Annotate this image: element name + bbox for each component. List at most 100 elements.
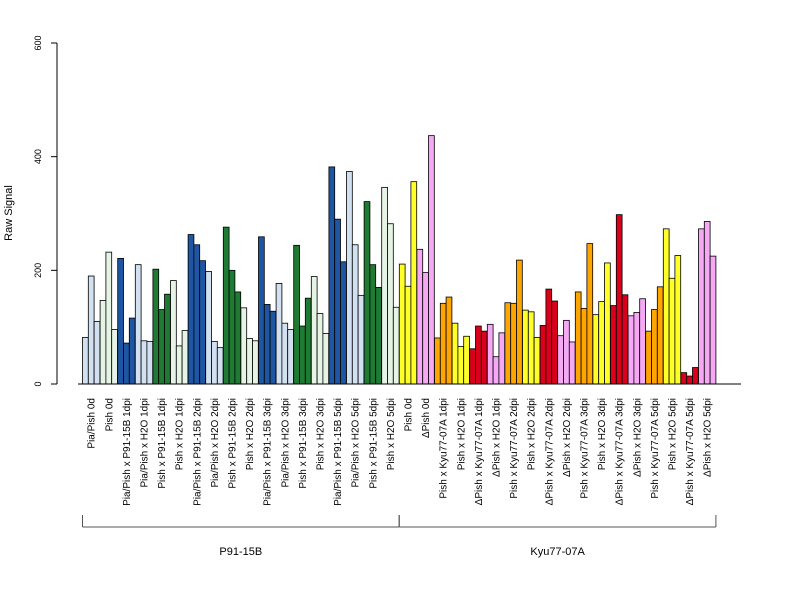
x-tick-label: Pish x H2O 1dpi (175, 398, 186, 470)
bar (99, 300, 107, 385)
bar (216, 347, 224, 385)
bar (363, 201, 371, 385)
x-tick-label: Pia/Pish x P91-15B 1dpi (122, 398, 133, 506)
bar (422, 272, 429, 385)
bar (551, 300, 558, 385)
bar (181, 330, 189, 385)
bar (486, 323, 494, 385)
bar (299, 325, 306, 385)
bar (234, 291, 242, 385)
bar (287, 329, 294, 385)
bar (656, 286, 664, 385)
x-tick-label: ΔPish x Kyu77-07A 2dpi (544, 398, 555, 505)
bar (105, 251, 113, 385)
x-tick-label: Pish x H2O 3dpi (316, 398, 327, 470)
x-tick-label: Pish 0d (104, 398, 115, 431)
bar (645, 330, 652, 385)
bar (316, 313, 324, 385)
bar (703, 221, 711, 385)
x-tick-label: Pish x H2O 2dpi (527, 398, 538, 470)
bar (533, 336, 541, 385)
bar (140, 340, 148, 385)
bar (252, 340, 259, 385)
bar (392, 306, 400, 385)
y-tick-label: 600 (33, 35, 43, 50)
x-tick-label: Pia/Pish x P91-15B 5dpi (333, 398, 344, 506)
bar (492, 356, 500, 385)
bar (258, 236, 265, 385)
bar (416, 248, 424, 385)
bar (686, 375, 693, 385)
bar (146, 340, 154, 385)
bar (568, 341, 576, 385)
bar (527, 311, 535, 385)
x-tick-label: Pia/Pish x H2O 5dpi (351, 398, 362, 488)
x-tick-label: Pia/Pish x H2O 2dpi (210, 398, 221, 488)
y-tick-label: 0 (33, 381, 43, 386)
bar (586, 243, 594, 385)
bar (93, 321, 101, 385)
bar (322, 333, 330, 385)
bar (516, 259, 523, 385)
y-axis: 0 200 400 600 (33, 35, 58, 387)
bar (199, 260, 206, 385)
bar (228, 269, 236, 385)
bar (211, 340, 218, 385)
bar (369, 264, 377, 385)
bar (574, 291, 582, 385)
x-tick-label: Pia/Pish x P91-15B 3dpi (263, 398, 274, 506)
bar (346, 171, 353, 385)
x-tick-label: ΔPish x H2O 3dpi (632, 398, 643, 477)
x-tick-label: Pia/Pish x P91-15B 2dpi (192, 398, 203, 506)
bar (375, 286, 382, 385)
bar (269, 310, 277, 385)
x-tick-label: ΔPish x H2O 2dpi (562, 398, 573, 477)
bar (674, 255, 682, 385)
bar (117, 257, 124, 385)
bar (404, 285, 412, 385)
bar (293, 244, 300, 385)
bar (639, 298, 646, 385)
x-tick-label: ΔPish x Kyu77-07A 5dpi (685, 398, 696, 505)
bar (275, 283, 283, 385)
bar (445, 296, 453, 385)
x-tick-label: Pish x H2O 1dpi (456, 398, 467, 470)
bar (504, 302, 512, 385)
bar (545, 288, 553, 385)
x-tick-label: Pish x H2O 5dpi (668, 398, 679, 470)
bar (621, 294, 629, 385)
x-tick-label: Pish x P91-15B 1dpi (157, 398, 168, 489)
bar (381, 186, 388, 385)
bar (480, 330, 488, 385)
bar (351, 244, 359, 385)
x-tick-label: ΔPish 0d (421, 398, 432, 438)
bar (111, 329, 118, 385)
bar (662, 228, 670, 385)
x-tick-label: ΔPish x H2O 1dpi (492, 398, 503, 477)
bar (193, 244, 201, 385)
bar (410, 181, 418, 385)
x-tick-label: Pish x P91-15B 3dpi (298, 398, 309, 489)
bar (680, 372, 688, 385)
bar (692, 367, 699, 385)
x-tick-label: Pish x Kyu77-07A 2dpi (509, 398, 520, 499)
bar (387, 223, 394, 385)
bar (709, 255, 717, 385)
bar (334, 218, 341, 385)
bar (580, 308, 588, 385)
x-tick-label: Pish x P91-15B 5dpi (368, 398, 379, 489)
bar (187, 234, 195, 385)
bar (170, 280, 177, 385)
y-axis-label: Raw Signal (3, 185, 15, 241)
bar (439, 302, 447, 385)
bar (610, 305, 617, 385)
bar (175, 345, 183, 385)
bar (592, 314, 600, 385)
bar (539, 325, 547, 385)
bar (281, 322, 289, 385)
bar (475, 325, 482, 385)
bar (158, 309, 165, 385)
x-tick-label: Pish x P91-15B 2dpi (228, 398, 239, 489)
bracket-label: P91-15B (219, 546, 262, 558)
bracket-label: Kyu77-07A (530, 546, 585, 558)
